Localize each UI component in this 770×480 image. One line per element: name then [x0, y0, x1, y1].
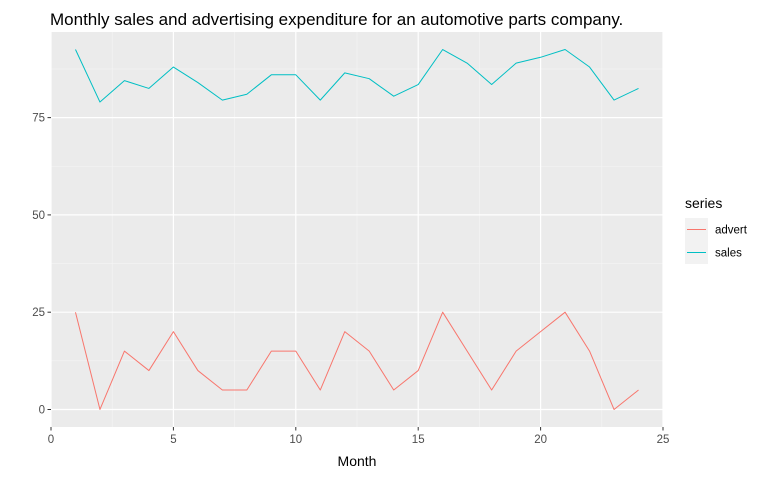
- legend: series advert sales: [685, 195, 748, 264]
- x-tick-label: 15: [412, 434, 425, 446]
- legend-title: series: [685, 195, 722, 211]
- series-line-advert: [74, 311, 639, 410]
- x-tick-label: 20: [534, 434, 547, 446]
- legend-label-sales: sales: [715, 248, 742, 260]
- series-layer: [74, 49, 639, 410]
- x-tick-label: 0: [48, 434, 54, 446]
- major-gridlines: [50, 32, 664, 427]
- x-tick-label: 5: [170, 434, 176, 446]
- x-tick-label: 25: [657, 434, 670, 446]
- y-tick-label: 50: [32, 210, 45, 222]
- y-tick-label: 75: [32, 113, 45, 125]
- legend-items: advert sales: [685, 218, 748, 264]
- x-axis: 0 5 10 15 20 25: [48, 427, 670, 446]
- series-line-sales: [75, 49, 639, 103]
- legend-label-advert: advert: [715, 225, 748, 237]
- minor-gridlines: [51, 32, 663, 427]
- x-tick-label: 10: [289, 434, 302, 446]
- y-axis: 0 25 50 75: [32, 113, 51, 416]
- chart-title: Monthly sales and advertising expenditur…: [50, 10, 623, 29]
- y-tick-label: 25: [32, 307, 45, 319]
- y-tick-label: 0: [39, 404, 45, 416]
- x-axis-title: Month: [338, 453, 377, 469]
